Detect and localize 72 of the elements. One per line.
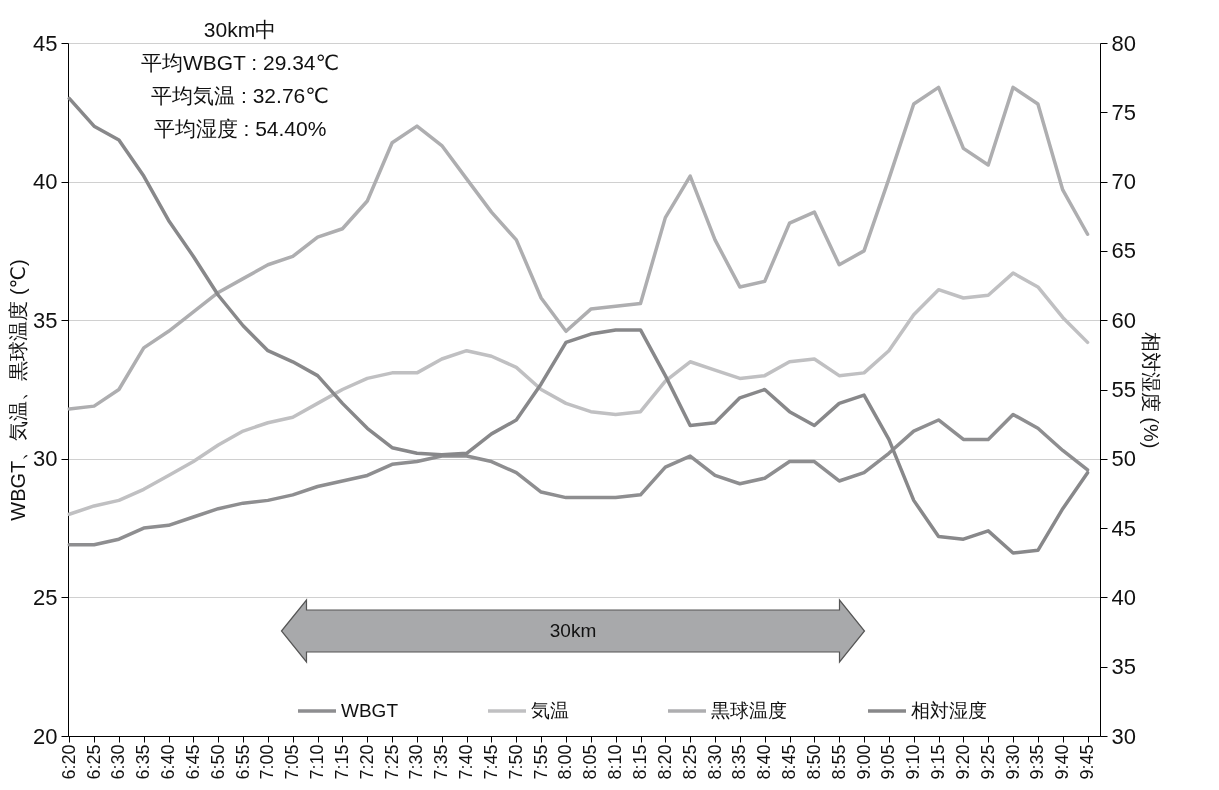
x-tick-label: 9:45	[1077, 744, 1098, 780]
x-tick-label: 9:15	[928, 744, 949, 780]
x-tick-label: 8:30	[704, 744, 725, 780]
x-tick-label: 8:15	[630, 744, 651, 780]
y2-tick-label: 60	[1111, 307, 1136, 333]
y-tick-label: 45	[33, 30, 58, 56]
y2-tick-label: 45	[1111, 515, 1136, 541]
annotation: 平均気温 : 32.76℃	[151, 84, 329, 107]
y2-tick-label: 35	[1111, 654, 1136, 680]
y-tick-label: 30	[33, 446, 58, 472]
annotation: 30km	[549, 620, 597, 641]
x-tick-label: 9:00	[853, 744, 874, 780]
x-tick-label: 7:15	[331, 744, 352, 780]
annotation: 平均WBGT : 29.34℃	[140, 51, 340, 74]
x-tick-label: 8:45	[779, 744, 800, 780]
x-tick-label: 6:50	[207, 744, 228, 780]
x-tick-label: 7:40	[456, 744, 477, 780]
y-tick-label: 25	[33, 584, 58, 610]
y2-tick-label: 50	[1111, 446, 1136, 472]
legend-label: 黒球温度	[711, 700, 787, 721]
y2-axis-title: 相対湿度 (%)	[1139, 331, 1162, 449]
x-tick-label: 9:40	[1052, 744, 1073, 780]
x-tick-label: 7:35	[431, 744, 452, 780]
x-tick-label: 9:20	[952, 744, 973, 780]
x-tick-label: 6:35	[133, 744, 154, 780]
y-tick-label: 35	[33, 307, 58, 333]
y-tick-label: 40	[33, 169, 58, 195]
line-series	[67, 85, 1090, 411]
x-tick-label: 9:30	[1002, 744, 1023, 780]
x-tick-label: 9:35	[1027, 744, 1048, 780]
x-tick-label: 8:35	[729, 744, 750, 780]
legend-label: 気温	[531, 700, 569, 721]
x-tick-label: 9:10	[903, 744, 924, 780]
x-tick-label: 7:45	[480, 744, 501, 780]
x-tick-label: 7:05	[282, 744, 303, 780]
x-tick-label: 6:40	[158, 744, 179, 780]
y2-tick-label: 65	[1111, 238, 1136, 264]
x-tick-label: 8:25	[679, 744, 700, 780]
x-tick-label: 7:20	[356, 744, 377, 780]
x-tick-label: 7:55	[530, 744, 551, 780]
x-tick-label: 6:20	[58, 744, 79, 780]
y2-tick-label: 40	[1111, 584, 1136, 610]
annotation: 平均湿度 : 54.40%	[153, 117, 327, 140]
x-tick-label: 8:20	[654, 744, 675, 780]
y2-tick-label: 75	[1111, 99, 1136, 125]
x-tick-label: 7:10	[307, 744, 328, 780]
x-tick-label: 9:25	[977, 744, 998, 780]
x-tick-label: 8:40	[754, 744, 775, 780]
y2-tick-label: 30	[1111, 723, 1136, 749]
x-tick-label: 9:05	[878, 744, 899, 780]
text: 30km中	[203, 18, 277, 41]
y-tick-label: 20	[33, 723, 58, 749]
x-tick-label: 6:55	[232, 744, 253, 780]
x-tick-label: 8:00	[555, 744, 576, 780]
legend-label: WBGT	[341, 700, 399, 721]
x-tick-label: 6:30	[108, 744, 129, 780]
y2-tick-label: 70	[1111, 169, 1136, 195]
line-series	[67, 271, 1090, 516]
y2-tick-label: 80	[1111, 30, 1136, 56]
legend-label: 相対湿度	[911, 700, 987, 721]
x-tick-label: 6:45	[182, 744, 203, 780]
x-tick-label: 7:50	[505, 744, 526, 780]
x-tick-label: 8:55	[828, 744, 849, 780]
x-tick-label: 8:50	[803, 744, 824, 780]
x-tick-label: 7:25	[381, 744, 402, 780]
y-axis-title: WBGT、気温、黒球温度 (℃)	[7, 259, 30, 521]
x-tick-label: 7:30	[406, 744, 427, 780]
y2-tick-label: 55	[1111, 377, 1136, 402]
x-tick-label: 8:05	[580, 744, 601, 780]
x-tick-label: 7:00	[257, 744, 278, 780]
x-tick-label: 8:10	[605, 744, 626, 780]
x-tick-label: 6:25	[83, 744, 104, 780]
